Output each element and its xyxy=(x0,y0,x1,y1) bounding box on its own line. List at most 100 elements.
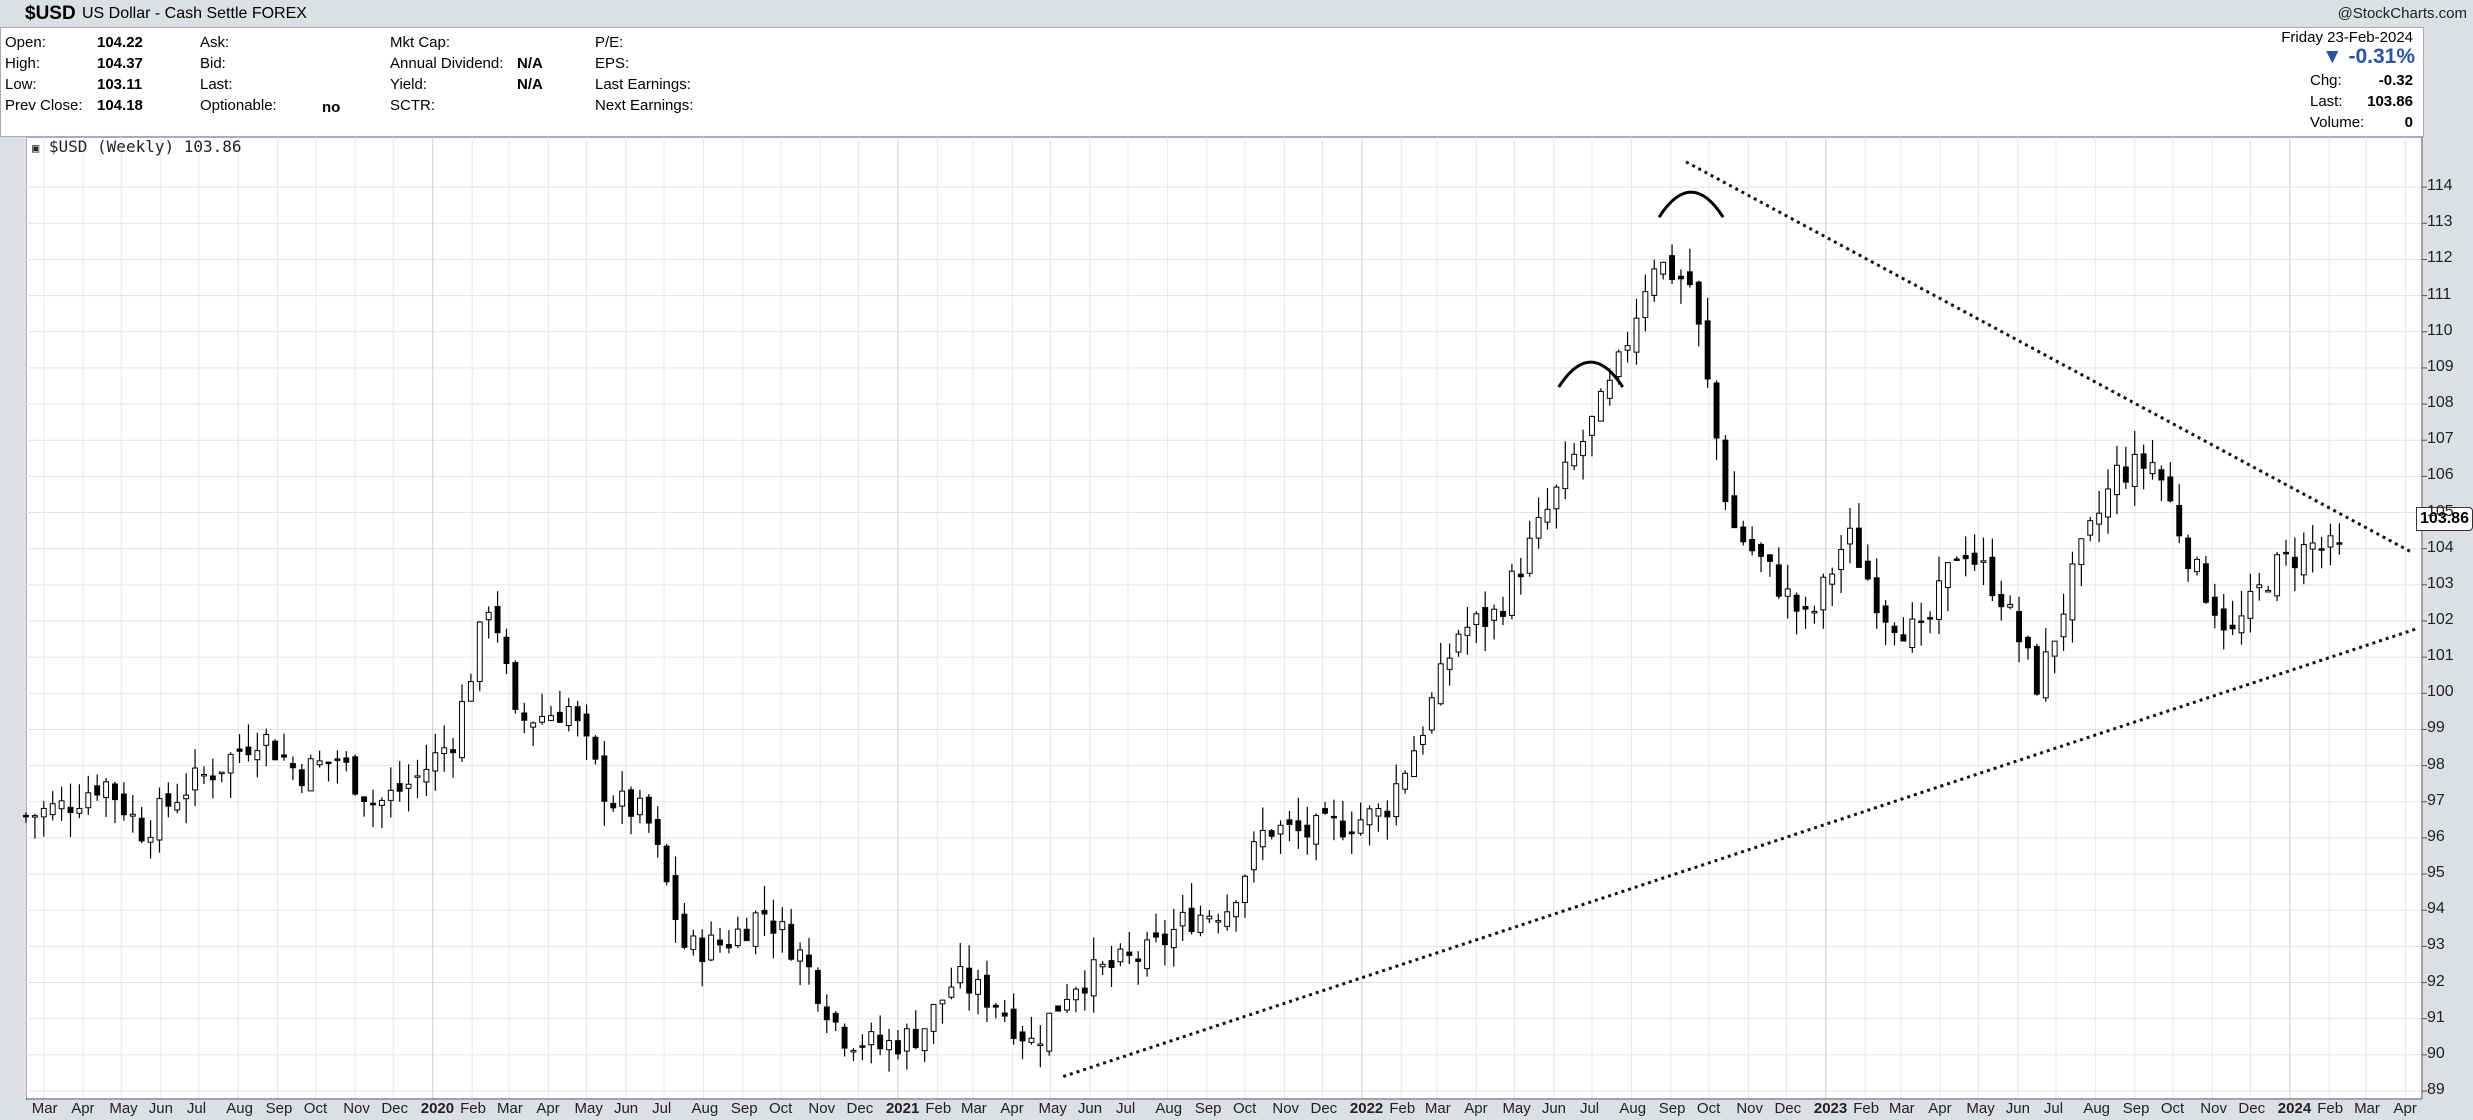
candle-up xyxy=(708,934,715,961)
candle-up xyxy=(405,783,412,789)
candle-down xyxy=(859,1045,866,1048)
candle-up xyxy=(414,775,421,778)
last-price-badge: 103.86 xyxy=(2416,507,2473,531)
x-tick-label: May xyxy=(1966,1100,1995,1117)
candle-up xyxy=(1250,841,1257,871)
y-tick-label: 101 xyxy=(2427,647,2454,665)
optionable-label: Optionable: xyxy=(200,97,277,114)
candle-up xyxy=(378,799,385,806)
x-tick-label: Aug xyxy=(226,1100,253,1117)
prev-close-value: 104.18 xyxy=(97,97,143,114)
candle-down xyxy=(1864,560,1871,580)
candle-up xyxy=(1553,486,1560,510)
candle-down xyxy=(1500,610,1506,617)
candle-up xyxy=(1366,808,1373,826)
candle-up xyxy=(1144,939,1151,970)
x-tick-label: Jul xyxy=(652,1100,672,1117)
candle-up xyxy=(1615,351,1622,378)
x-tick-label: Dec xyxy=(1310,1100,1338,1117)
x-tick-label: 2022 xyxy=(1349,1100,1384,1117)
last-label: Last: xyxy=(200,76,233,93)
x-tick-label: Oct xyxy=(303,1100,328,1117)
candle-up xyxy=(1633,317,1640,353)
candle-down xyxy=(334,758,341,761)
candle-down xyxy=(877,1034,884,1050)
candle-up xyxy=(548,715,554,721)
y-tick-label: 94 xyxy=(2427,900,2445,918)
candle-up xyxy=(2051,640,2058,657)
candle-down xyxy=(1731,495,1738,529)
candle-down xyxy=(832,1012,839,1023)
candle-down xyxy=(814,969,821,1004)
candle-up xyxy=(85,792,92,809)
candle-up xyxy=(201,773,207,777)
candle-up xyxy=(40,807,47,818)
candle-up xyxy=(1170,928,1177,949)
candle-up xyxy=(539,715,546,723)
candle-up xyxy=(1606,379,1613,399)
top-arc xyxy=(1557,360,1624,388)
candle-up xyxy=(1028,1037,1035,1043)
candle-down xyxy=(1108,960,1115,968)
candle-down xyxy=(1740,526,1747,543)
volume-value: 0 xyxy=(2404,114,2413,131)
x-tick-label: Mar xyxy=(1424,1100,1451,1117)
y-tick-label: 109 xyxy=(2427,357,2454,375)
candle-up xyxy=(1820,576,1827,611)
candle-up xyxy=(2256,584,2263,589)
sctr-label: SCTR: xyxy=(390,97,435,114)
pe-label: P/E: xyxy=(595,34,624,51)
candle-down xyxy=(396,783,403,792)
yield-value: N/A xyxy=(517,76,543,93)
candle-up xyxy=(2131,453,2138,487)
candle-up xyxy=(1099,963,1106,968)
quote-panel: Open: 104.22 High: 104.37 Low: 103.11 Pr… xyxy=(0,27,2424,137)
candle-down xyxy=(521,712,528,721)
y-tick-label: 92 xyxy=(2427,972,2445,990)
x-tick-label: Jun xyxy=(148,1100,173,1117)
x-tick-label: Sep xyxy=(1194,1100,1222,1117)
candle-down xyxy=(2283,551,2289,555)
candle-down xyxy=(912,1028,919,1048)
x-tick-label: Dec xyxy=(846,1100,874,1117)
candle-down xyxy=(209,775,216,781)
last-earnings-label: Last Earnings: xyxy=(595,76,691,93)
candle-down xyxy=(725,944,732,949)
x-tick-label: Sep xyxy=(1658,1100,1686,1117)
x-tick-label: Aug xyxy=(1619,1100,1647,1117)
candle-up xyxy=(2105,488,2111,518)
candle-up xyxy=(1597,390,1604,422)
candle-down xyxy=(1161,933,1168,946)
candle-up xyxy=(1535,517,1542,539)
candle-down xyxy=(1855,527,1862,568)
legend-icon: ▣ xyxy=(32,141,40,155)
x-tick-label: Aug xyxy=(691,1100,719,1117)
candle-down xyxy=(1517,573,1524,578)
candle-up xyxy=(1589,415,1595,436)
candle-down xyxy=(1766,554,1773,562)
candle-down xyxy=(281,754,287,758)
x-tick-label: Jul xyxy=(1579,1100,1600,1117)
candle-down xyxy=(2202,563,2209,603)
x-tick-label: 2024 xyxy=(2277,1100,2312,1117)
candle-up xyxy=(1526,537,1533,574)
x-tick-label: Feb xyxy=(1853,1100,1880,1117)
x-tick-label: Apr xyxy=(1928,1100,1952,1117)
candle-down xyxy=(2140,453,2147,469)
x-tick-label: Jun xyxy=(613,1100,639,1117)
candle-down xyxy=(983,974,990,1008)
x-tick-label: Apr xyxy=(536,1100,560,1117)
candle-up xyxy=(1838,549,1845,571)
candle-up xyxy=(1402,772,1409,790)
y-tick-label: 107 xyxy=(2427,430,2454,448)
candle-down xyxy=(770,920,777,934)
x-tick-label: Oct xyxy=(1696,1100,1721,1117)
candle-up xyxy=(459,701,465,759)
plot-area xyxy=(26,137,2423,1100)
candle-up xyxy=(690,935,697,951)
candle-up xyxy=(975,979,981,995)
bid-label: Bid: xyxy=(200,55,226,72)
candle-up xyxy=(1197,914,1204,933)
candle-up xyxy=(1357,819,1364,834)
candle-up xyxy=(1428,697,1435,731)
